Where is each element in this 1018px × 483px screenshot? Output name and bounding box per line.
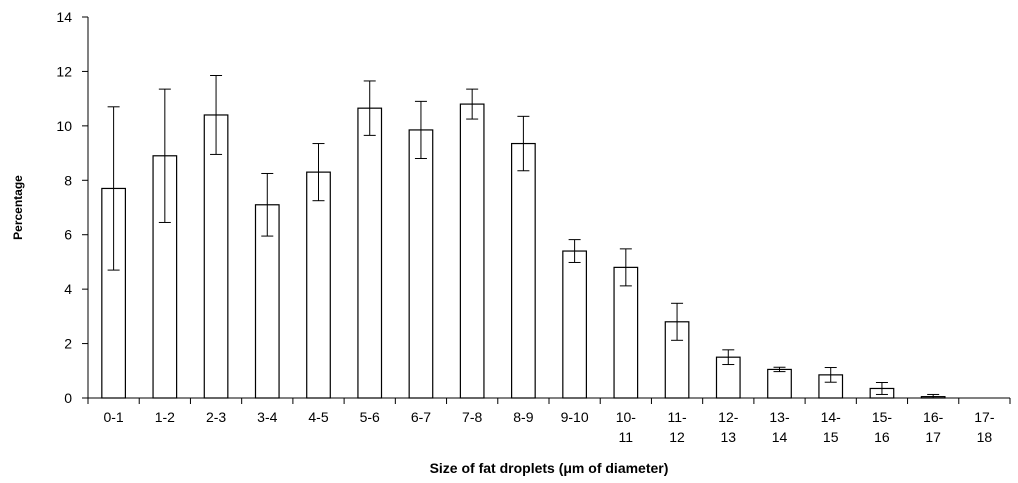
x-tick-label-line: 17 (925, 429, 941, 445)
x-tick-label: 14-15 (821, 409, 842, 445)
x-tick-label-line: 14- (821, 409, 842, 425)
x-axis: 0-1 1-2 2-3 3-4 4-5 5-6 6-7 7-8 8-9 9-10 10-1111-1… (87, 397, 1011, 445)
x-tick-label-line: 12- (718, 409, 739, 425)
y-tick-label: 12 (56, 63, 72, 79)
x-tick-label-line: 12 (669, 429, 685, 445)
y-tick-label: 0 (64, 390, 72, 406)
x-tick-label-line: 7-8 (462, 409, 482, 425)
y-axis-title: Percentage (11, 175, 25, 240)
bar (767, 368, 792, 399)
bar (459, 103, 485, 399)
x-tick-label: 17-18 (974, 409, 995, 445)
x-tick-label-line: 11- (667, 409, 687, 425)
bar (357, 107, 383, 399)
bar (306, 171, 331, 399)
x-tick-label-line: 10- (616, 409, 637, 425)
bars (101, 103, 946, 399)
x-tick-label-line: 18 (977, 429, 993, 445)
y-tick-label: 2 (64, 336, 72, 352)
x-tick-label-line: 15 (823, 429, 839, 445)
x-tick-label: 6-7 (411, 409, 431, 425)
x-tick-label-line: 3-4 (257, 409, 277, 425)
x-tick-label-line: 1-2 (155, 409, 175, 425)
bar (562, 250, 587, 399)
y-axis: 0 2 4 6 8 10 12 14 (56, 9, 89, 406)
bar (203, 114, 229, 399)
x-tick-label: 9-10 (561, 409, 589, 425)
x-tick-label: 0-1 (103, 409, 123, 425)
x-tick-label: 13-14 (769, 409, 790, 445)
x-tick-label: 12-13 (718, 409, 739, 445)
bar (613, 266, 639, 399)
x-tick-label-line: 17- (974, 409, 995, 425)
x-tick-label-line: 8-9 (513, 409, 533, 425)
bar (511, 142, 536, 399)
y-tick-label: 14 (56, 9, 72, 25)
x-tick-label-line: 13 (720, 429, 736, 445)
y-tick-label: 4 (64, 281, 72, 297)
x-axis-title: Size of fat droplets (μm of diameter) (430, 460, 669, 476)
x-tick-label-line: 13- (769, 409, 790, 425)
x-tick-label-line: 14 (772, 429, 788, 445)
y-tick-label: 8 (64, 172, 72, 188)
x-tick-label: 5-6 (360, 409, 380, 425)
x-tick-label: 10-11 (616, 409, 637, 445)
x-tick-label: 1-2 (155, 409, 175, 425)
x-tick-label-line: 9-10 (561, 409, 589, 425)
x-tick-label-line: 0-1 (103, 409, 123, 425)
x-tick-label-line: 16- (923, 409, 944, 425)
bar (408, 129, 434, 399)
x-tick-label: 8-9 (513, 409, 533, 425)
error-bars (107, 75, 940, 399)
x-tick-label: 7-8 (462, 409, 482, 425)
x-tick-label: 16-17 (923, 409, 944, 445)
x-tick-label: 3-4 (257, 409, 277, 425)
y-tick-label: 6 (64, 227, 72, 243)
x-tick-label-line: 11 (619, 429, 634, 445)
x-tick-label: 11-12 (667, 409, 687, 445)
x-tick-label-line: 15- (872, 409, 893, 425)
x-tick-label-line: 2-3 (206, 409, 226, 425)
x-tick-label-line: 16 (874, 429, 890, 445)
y-tick-label: 10 (56, 118, 72, 134)
x-tick-label-line: 5-6 (360, 409, 380, 425)
x-tick-label: 4-5 (308, 409, 328, 425)
x-tick-label-line: 6-7 (411, 409, 431, 425)
x-tick-label: 2-3 (206, 409, 226, 425)
x-tick-label: 15-16 (872, 409, 893, 445)
x-tick-label-line: 4-5 (308, 409, 328, 425)
